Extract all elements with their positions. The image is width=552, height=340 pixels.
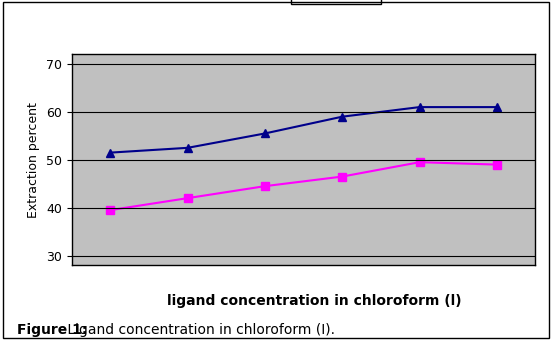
Text: ligand concentration in chloroform (l): ligand concentration in chloroform (l) bbox=[167, 294, 462, 308]
Text: Ligand concentration in chloroform (I).: Ligand concentration in chloroform (I). bbox=[63, 323, 336, 337]
Legend: copper: copper bbox=[291, 0, 381, 3]
Y-axis label: Extraction percent: Extraction percent bbox=[28, 102, 40, 218]
Text: Figure 1:: Figure 1: bbox=[17, 323, 87, 337]
